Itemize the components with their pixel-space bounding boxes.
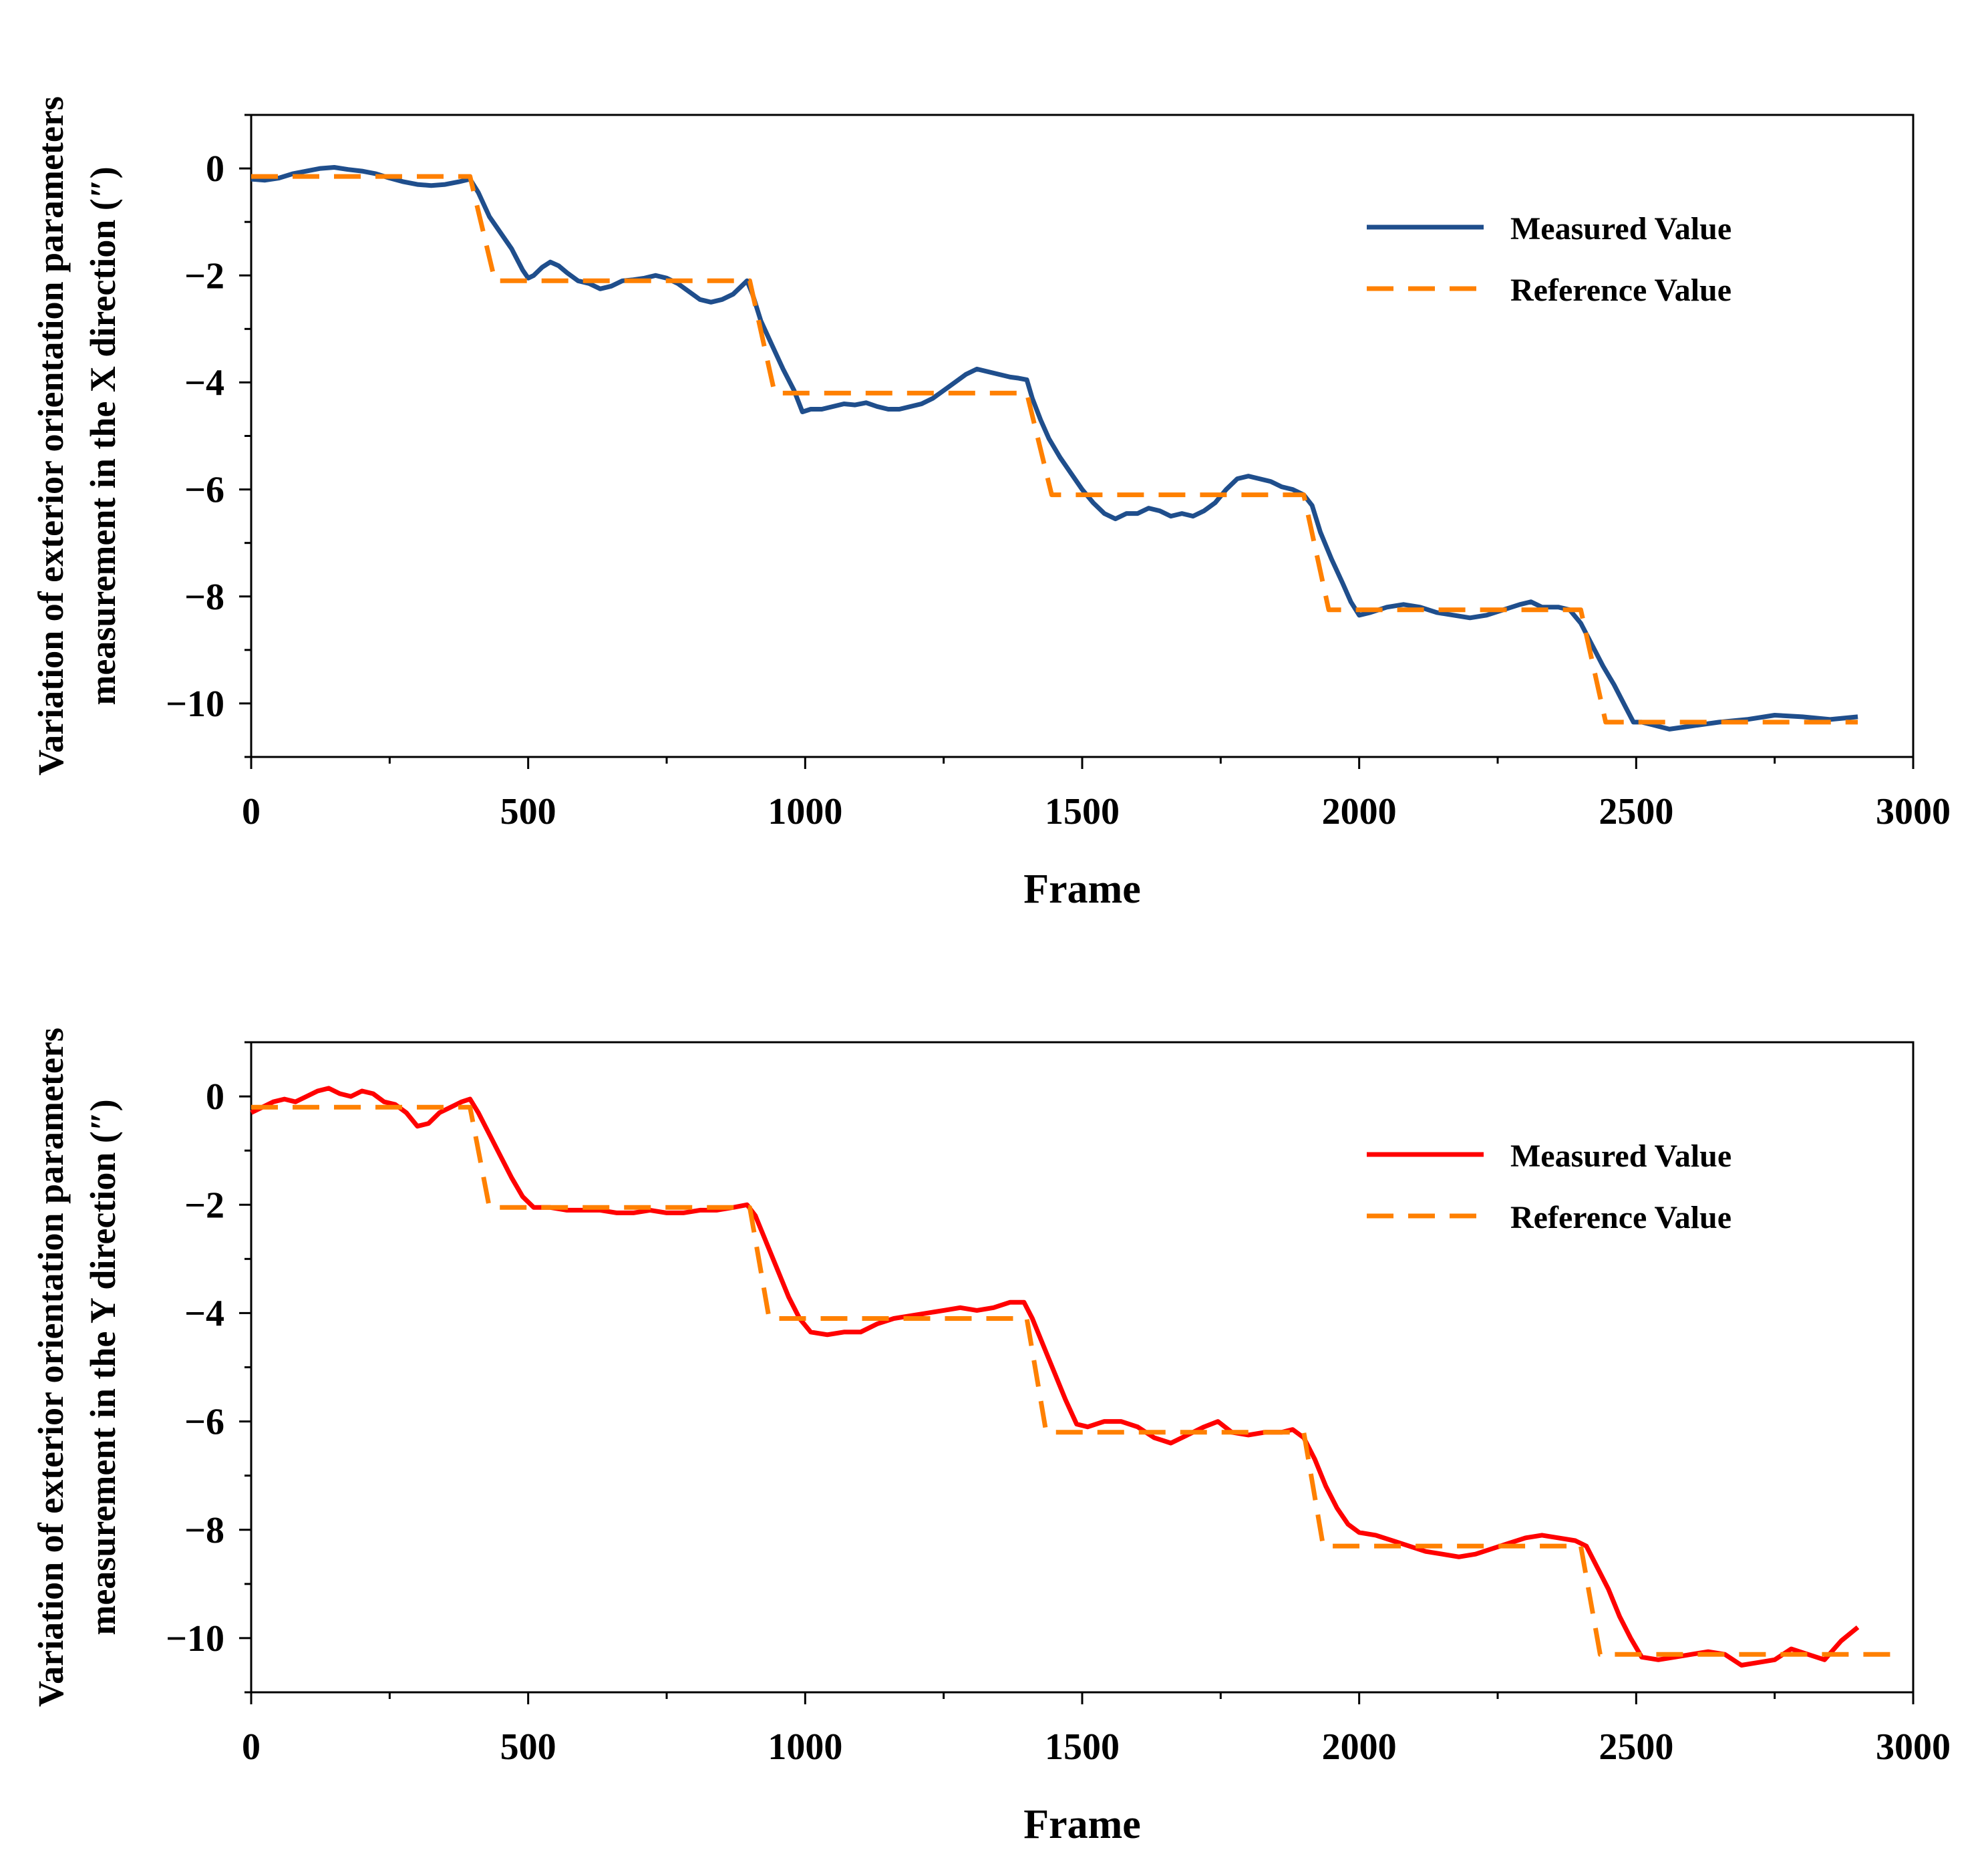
x-axis-label: Frame <box>1023 1802 1141 1847</box>
reference-value-line <box>251 174 1858 725</box>
measured-value-line <box>250 1086 1860 1668</box>
y-tick-label: −4 <box>184 1293 224 1334</box>
y-tick-label: −4 <box>184 362 224 404</box>
y-tick-label: −10 <box>166 683 224 725</box>
x-tick-label: 1500 <box>1045 1726 1120 1768</box>
x-tick-label: 2500 <box>1599 791 1673 832</box>
y-tick-label: −6 <box>184 1402 224 1443</box>
reference-value-line <box>251 1104 1891 1657</box>
x-tick-label: 0 <box>242 791 261 832</box>
legend: Measured Value Reference Value <box>1367 211 1731 308</box>
y-tick-label: −8 <box>184 1510 224 1551</box>
x-tick-label: 1000 <box>768 791 842 832</box>
chart-1: 0 500 1000 1500 2000 2500 3000 0 −2 −4 −6 −8 −10 Fram… <box>31 96 1951 912</box>
x-tick-label: 1500 <box>1045 791 1120 832</box>
measured-value-line <box>251 165 1858 732</box>
y-tick-label: −8 <box>184 577 224 618</box>
chart-2: 0 500 1000 1500 2000 2500 3000 0 −2 −4 −6 −8 −10 Fram… <box>31 1028 1951 1847</box>
y-axis-label-line1: Variation of exterior orientation parame… <box>31 1028 71 1707</box>
legend-label: Reference Value <box>1510 1200 1731 1235</box>
x-tick-label: 1000 <box>768 1726 842 1768</box>
x-tick-label: 3000 <box>1876 791 1951 832</box>
legend-label: Reference Value <box>1510 273 1731 308</box>
y-axis-label-line2: measurement in the Y direction (″) <box>83 1099 123 1635</box>
y-tick-label: 0 <box>206 1076 224 1118</box>
x-tick-label: 2500 <box>1599 1726 1673 1768</box>
x-tick-label: 2000 <box>1322 1726 1397 1768</box>
legend-label: Measured Value <box>1510 211 1731 247</box>
legend-label: Measured Value <box>1510 1138 1731 1174</box>
y-tick-label: 0 <box>206 148 224 190</box>
y-tick-label: −6 <box>184 470 224 511</box>
y-axis-label-line2: measurement in the X direction (″) <box>83 166 123 705</box>
legend: Measured Value Reference Value <box>1367 1138 1731 1235</box>
x-axis-label: Frame <box>1023 867 1141 912</box>
x-tick-label: 2000 <box>1322 791 1397 832</box>
y-tick-label: −2 <box>184 1185 224 1226</box>
y-tick-label: −10 <box>166 1618 224 1660</box>
y-axis-label-line1: Variation of exterior orientation parame… <box>31 96 71 776</box>
y-tick-label: −2 <box>184 255 224 297</box>
x-tick-label: 500 <box>500 1726 556 1768</box>
x-tick-label: 500 <box>500 791 556 832</box>
x-tick-label: 0 <box>242 1726 261 1768</box>
x-tick-label: 3000 <box>1876 1726 1951 1768</box>
